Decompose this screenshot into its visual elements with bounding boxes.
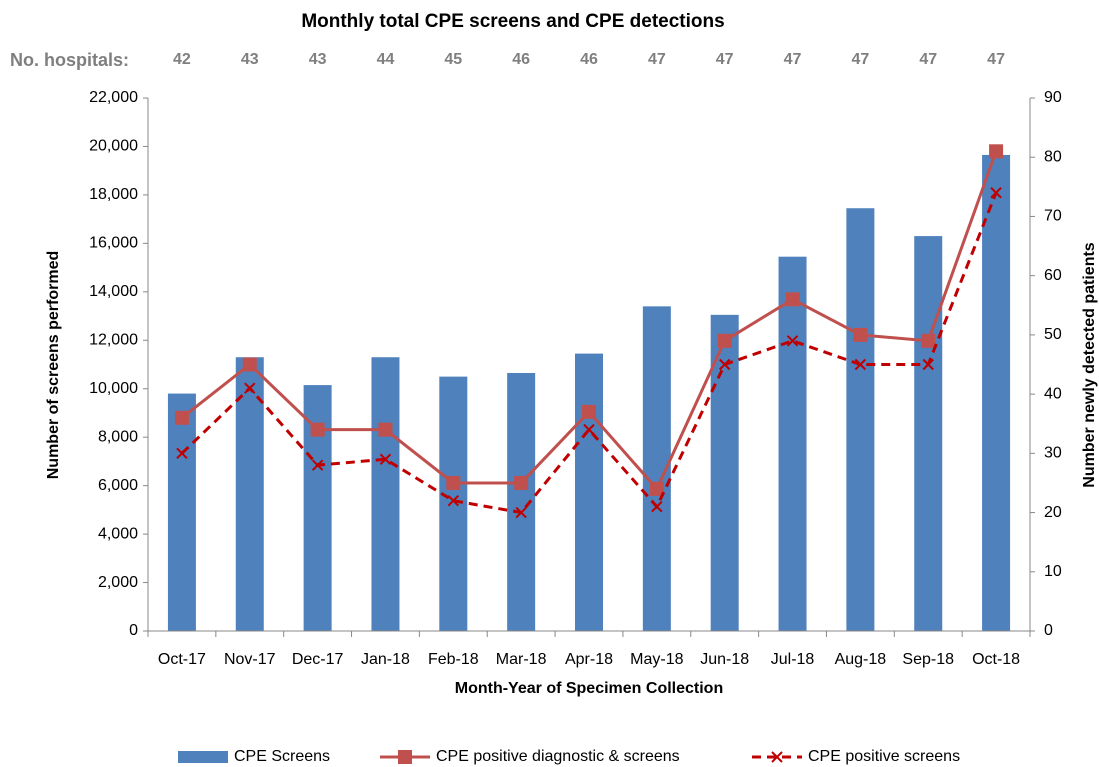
bar	[982, 154, 1011, 632]
chart-title: Monthly total CPE screens and CPE detect…	[301, 11, 724, 32]
marker	[922, 358, 934, 371]
x-tick-label: May-18	[630, 651, 683, 668]
legend-marker	[398, 750, 412, 764]
y-tick-label: 22,000	[89, 89, 138, 106]
marker	[310, 422, 325, 437]
y2-tick-label: 80	[1044, 148, 1062, 165]
hospital-count: 42	[173, 51, 191, 68]
x-tick-label: Jul-18	[771, 651, 815, 668]
marker	[379, 453, 392, 465]
y-tick-label: 0	[129, 622, 138, 639]
x-tick-label: Nov-17	[224, 651, 276, 668]
hospital-count: 44	[377, 51, 395, 68]
y-tick-label: 18,000	[89, 186, 138, 203]
y-tick-label: 8,000	[98, 428, 138, 445]
x-tick-label: Aug-18	[835, 651, 887, 668]
legend-swatch	[178, 751, 228, 763]
marker	[786, 335, 799, 347]
hospital-count: 46	[580, 51, 598, 68]
hospital-count: 47	[784, 51, 802, 68]
x-tick-label: Jan-18	[361, 651, 410, 668]
legend-label: CPE positive diagnostic & screens	[436, 748, 680, 765]
bar	[439, 376, 468, 631]
y2-tick-label: 90	[1044, 89, 1062, 106]
y2-tick-label: 30	[1044, 445, 1062, 462]
hospital-count: 43	[241, 51, 259, 68]
legend-label: CPE Screens	[234, 748, 330, 765]
y-tick-label: 14,000	[89, 283, 138, 300]
marker	[582, 404, 596, 419]
bar	[846, 208, 875, 632]
marker	[921, 333, 936, 348]
marker	[311, 459, 324, 471]
hospital-count: 46	[512, 51, 530, 68]
bar	[914, 236, 943, 631]
bar	[575, 353, 603, 631]
legend-label: CPE positive screens	[808, 748, 960, 765]
y-tick-label: 12,000	[89, 331, 138, 348]
y2-tick-label: 20	[1044, 504, 1062, 521]
marker	[718, 358, 731, 371]
marker	[583, 423, 595, 436]
bar	[778, 256, 807, 631]
x-tick-label: Apr-18	[565, 651, 613, 668]
marker	[515, 506, 527, 519]
marker	[717, 333, 732, 348]
marker	[651, 500, 663, 513]
y2-axis-title: Number newly detected patients	[1081, 242, 1098, 487]
x-tick-label: Feb-18	[428, 651, 479, 668]
y2-tick-label: 60	[1044, 267, 1062, 284]
marker	[242, 357, 257, 372]
marker	[854, 358, 867, 371]
hospital-count: 45	[444, 51, 462, 68]
marker	[649, 481, 664, 496]
hospital-count: 47	[851, 51, 869, 68]
x-tick-label: Mar-18	[496, 651, 547, 668]
bar	[167, 393, 196, 631]
marker	[989, 144, 1004, 159]
marker	[447, 495, 460, 507]
hospital-count: 43	[309, 51, 327, 68]
hospital-count: 47	[987, 51, 1005, 68]
marker	[853, 327, 868, 342]
hospital-count: 47	[919, 51, 937, 68]
x-tick-label: Dec-17	[292, 651, 344, 668]
marker	[176, 447, 188, 460]
marker	[446, 475, 461, 490]
y2-tick-label: 10	[1044, 563, 1062, 580]
hospitals-label: No. hospitals:	[10, 50, 129, 70]
marker	[990, 187, 1002, 199]
x-tick-label: Oct-18	[972, 651, 1020, 668]
y-axis-title: Number of screens performed	[45, 251, 62, 480]
bar	[235, 357, 264, 631]
y-tick-label: 2,000	[98, 574, 138, 591]
y2-tick-label: 40	[1044, 385, 1062, 402]
marker	[244, 382, 256, 394]
y2-tick-label: 70	[1044, 208, 1062, 225]
x-tick-label: Sep-18	[902, 651, 954, 668]
marker	[174, 410, 189, 425]
y2-tick-label: 50	[1044, 326, 1062, 343]
x-axis-title: Month-Year of Specimen Collection	[455, 680, 723, 697]
bar	[371, 357, 400, 631]
y-tick-label: 6,000	[98, 477, 138, 494]
y-tick-label: 16,000	[89, 235, 138, 252]
y2-tick-label: 0	[1044, 622, 1053, 639]
x-tick-label: Jun-18	[700, 651, 749, 668]
bar	[710, 314, 739, 631]
y-tick-label: 4,000	[98, 525, 138, 542]
hospital-count: 47	[716, 51, 734, 68]
y-tick-label: 10,000	[89, 380, 138, 397]
x-tick-label: Oct-17	[158, 651, 206, 668]
marker	[785, 292, 800, 307]
hospital-count: 47	[648, 51, 666, 68]
marker	[514, 475, 529, 490]
y-tick-label: 20,000	[89, 138, 138, 155]
marker	[378, 422, 393, 437]
legend-marker	[771, 751, 783, 763]
